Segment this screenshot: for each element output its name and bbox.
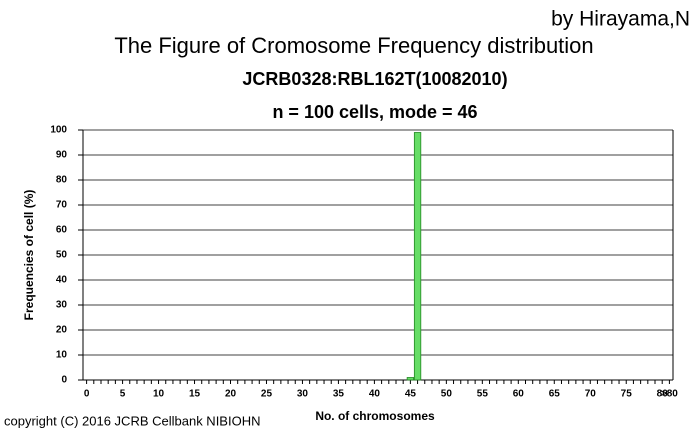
y-tick-label: 40 xyxy=(56,275,68,286)
x-tick-label: 55 xyxy=(477,389,489,400)
x-tick-label: 45 xyxy=(405,389,417,400)
y-tick-label: 80 xyxy=(56,175,68,186)
x-tick-label: 30 xyxy=(297,389,309,400)
y-tick-label: 60 xyxy=(56,225,68,236)
y-axis-label: Frequencies of cell (%) xyxy=(22,190,36,321)
x-tick-label: 80 xyxy=(657,389,669,400)
x-tick-label: 40 xyxy=(369,389,381,400)
x-tick-label: 70 xyxy=(585,389,597,400)
x-tick-label: 60 xyxy=(513,389,525,400)
x-tick-label: >80 xyxy=(661,389,678,400)
x-tick-label: 20 xyxy=(225,389,237,400)
byline: by Hirayama,N xyxy=(551,8,690,31)
y-tick-label: 30 xyxy=(56,300,68,311)
y-tick-label: 70 xyxy=(56,200,68,211)
x-tick-label: 35 xyxy=(333,389,345,400)
x-tick-label: 25 xyxy=(261,389,273,400)
bar xyxy=(413,132,422,381)
chart-title: The Figure of Cromosome Frequency distri… xyxy=(114,33,593,58)
y-tick-label: 10 xyxy=(56,350,68,361)
chart-subtitle: JCRB0328:RBL162T(10082010) xyxy=(242,69,507,89)
x-tick-label: 15 xyxy=(189,389,201,400)
x-tick-label: 50 xyxy=(441,389,453,400)
chart-summary: n = 100 cells, mode = 46 xyxy=(272,102,477,122)
y-tick-label: 20 xyxy=(56,325,68,336)
y-tick-label: 0 xyxy=(61,375,67,386)
x-tick-label: 75 xyxy=(621,389,633,400)
x-tick-label: 5 xyxy=(120,389,126,400)
y-tick-label: 50 xyxy=(56,250,68,261)
x-tick-label: 10 xyxy=(153,389,165,400)
x-tick-label: 0 xyxy=(84,389,90,400)
footer: copyright (C) 2016 JCRB Cellbank NIBIOHN xyxy=(4,413,260,428)
x-axis-label: No. of chromosomes xyxy=(315,409,435,423)
y-tick-label: 90 xyxy=(56,150,68,161)
bar xyxy=(406,377,415,381)
x-tick-label: 65 xyxy=(549,389,561,400)
y-tick-label: 100 xyxy=(50,125,67,136)
